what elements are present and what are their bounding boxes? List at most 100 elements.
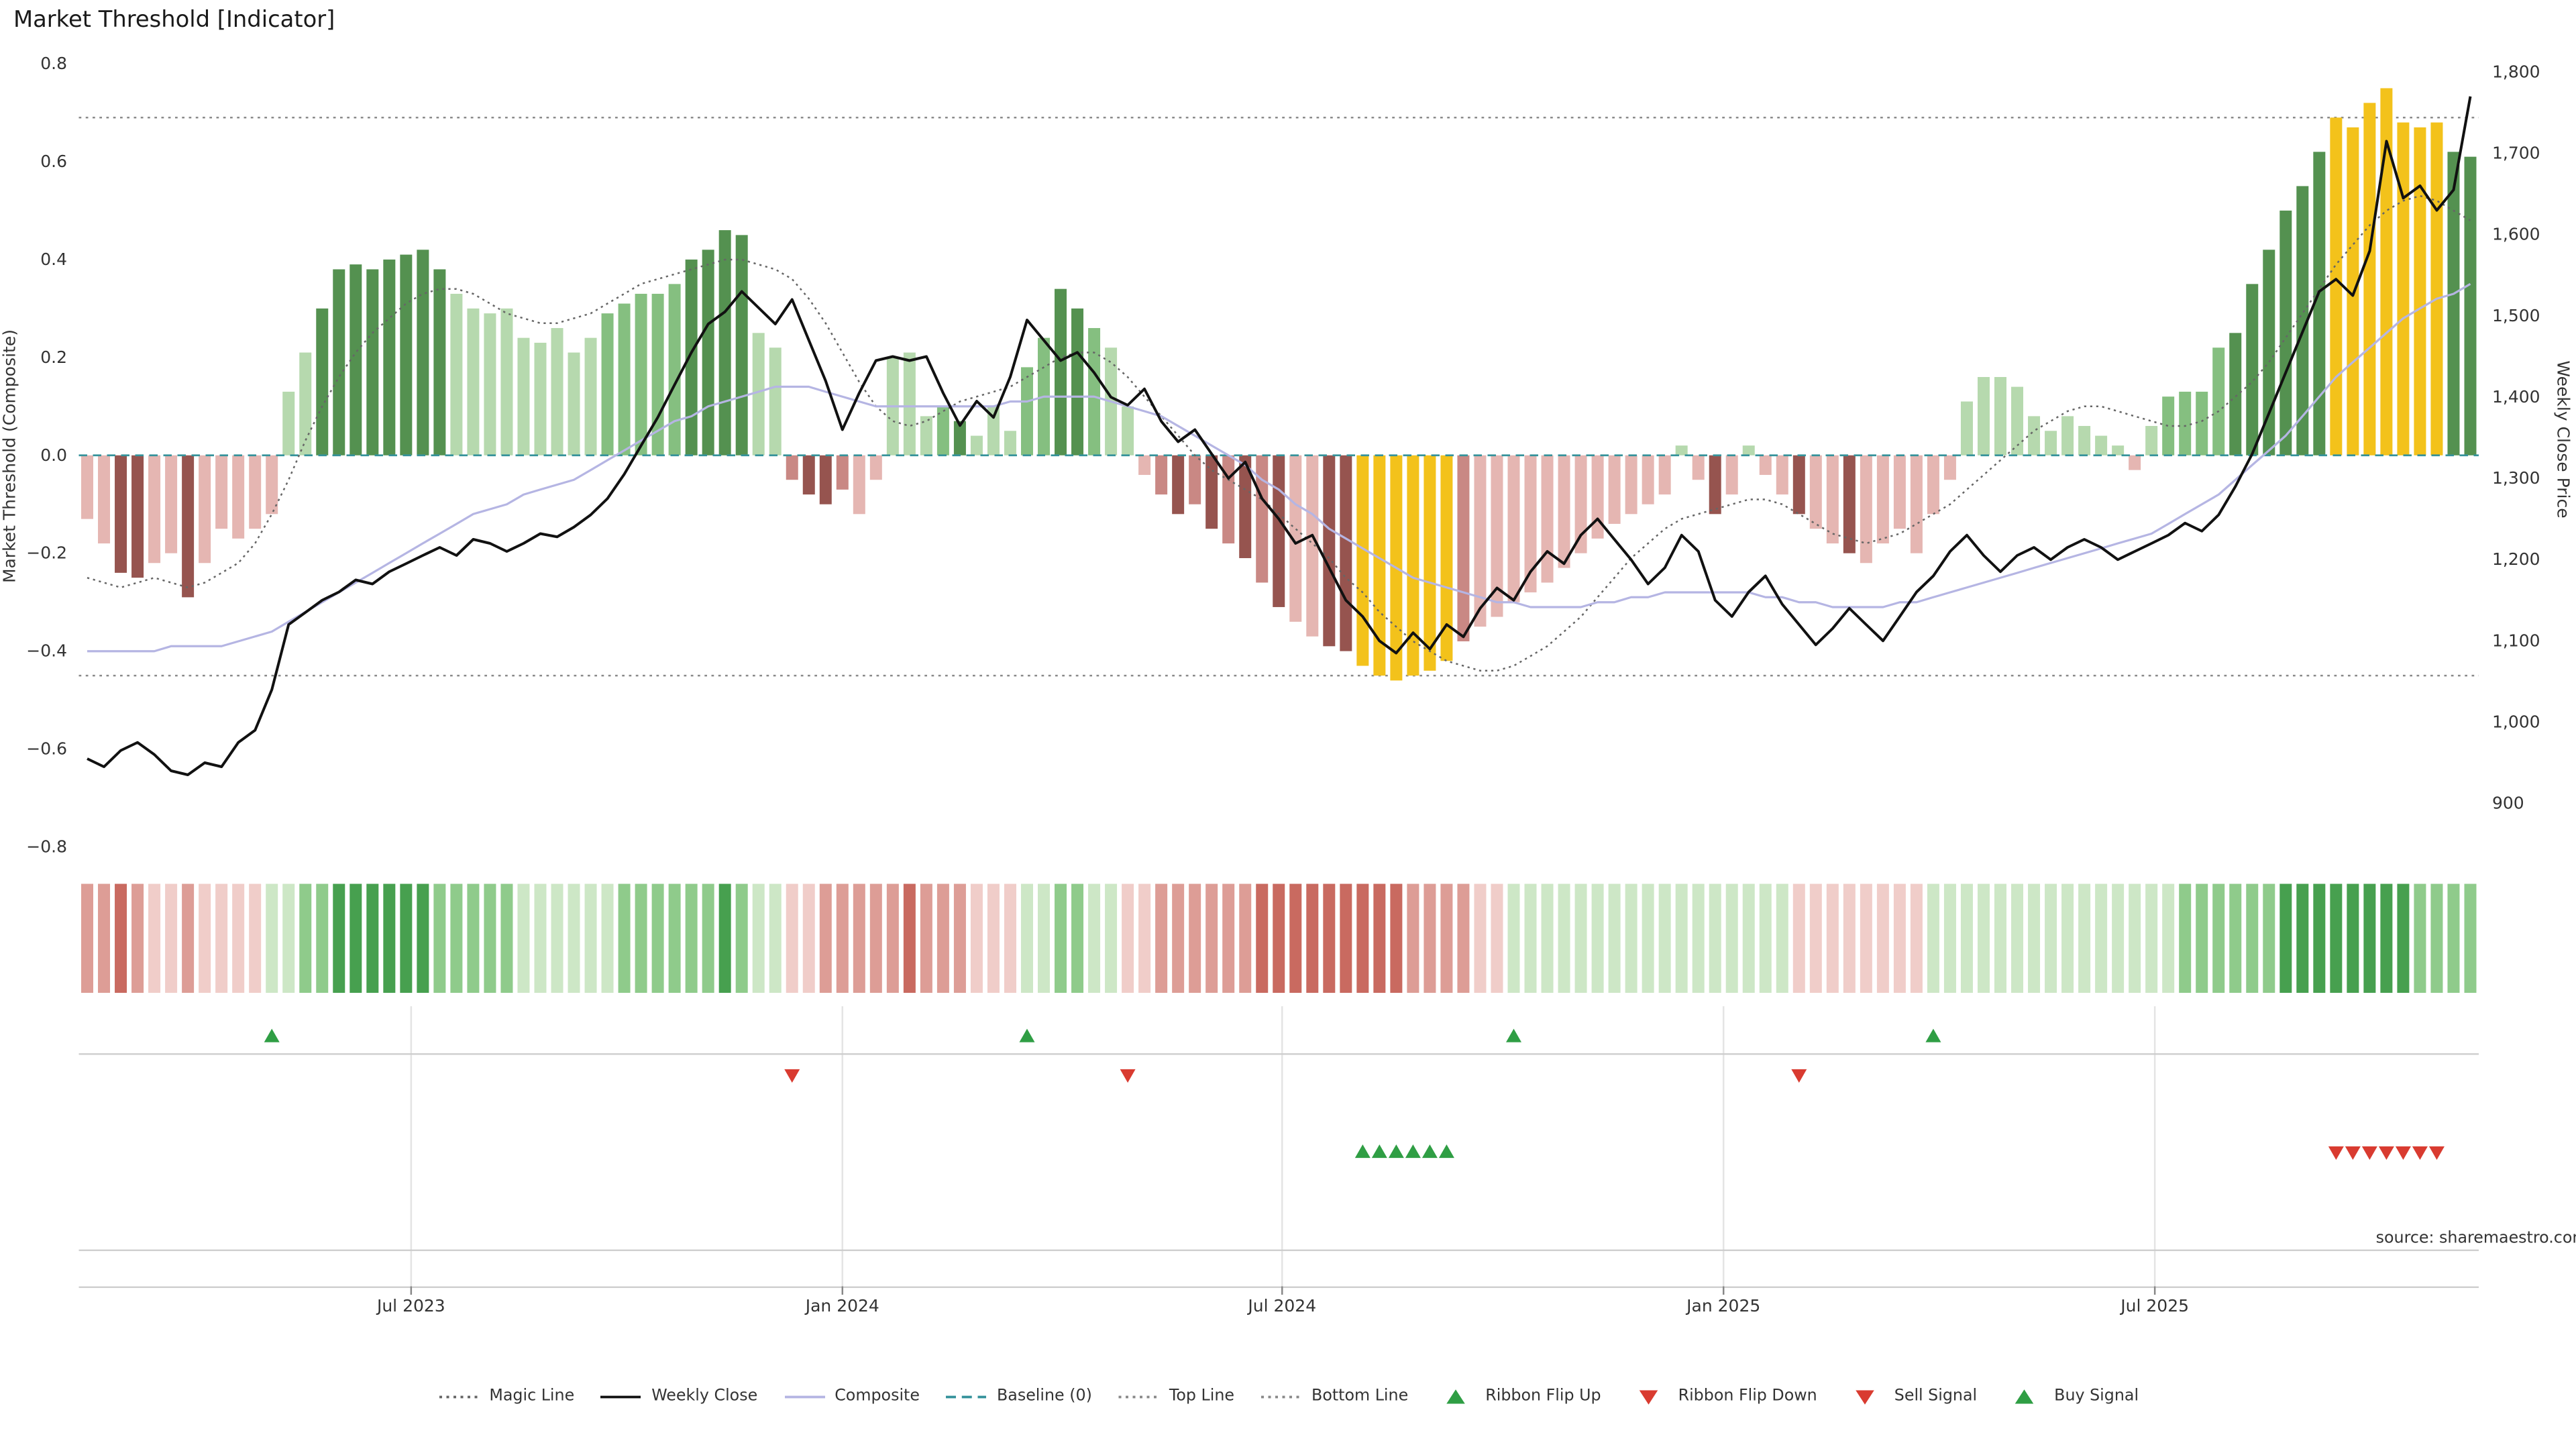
sell-signal-marker: [2361, 1146, 2377, 1160]
threshold-bar: [182, 455, 195, 598]
ribbon-cell: [2011, 883, 2024, 993]
threshold-bar: [1675, 445, 1688, 455]
ribbon-cell: [1692, 883, 1705, 993]
ribbon-cell: [1642, 883, 1654, 993]
threshold-bar: [1273, 455, 1285, 607]
ribbon-cell: [1507, 883, 1520, 993]
axis-ticks: Jul 2023 Jan 2024 Jul 2024 Jan 2025 Jul 2025…: [26, 54, 2540, 1316]
ribbon-cell: [1541, 883, 1554, 993]
weekly-close-line: [87, 96, 2472, 776]
ribbon-cell: [517, 883, 530, 993]
threshold-bar: [584, 337, 597, 455]
threshold-bar: [1860, 455, 1872, 564]
legend-label: Ribbon Flip Up: [1485, 1387, 1601, 1406]
ribbon-cell: [2330, 883, 2343, 993]
ribbon-cell: [2397, 883, 2410, 993]
threshold-bar: [1893, 455, 1906, 529]
ribbon-cell: [1860, 883, 1872, 993]
threshold-bar: [383, 259, 396, 455]
threshold-bar: [1491, 455, 1503, 617]
ribbon-cell: [1273, 883, 1285, 993]
ribbon-cell: [1927, 883, 1939, 993]
ribbon-cell: [2464, 883, 2477, 993]
threshold-bar: [366, 269, 379, 455]
threshold-bar: [601, 313, 614, 455]
ribbon-cell: [1625, 883, 1638, 993]
threshold-bar: [1826, 455, 1839, 544]
chart-legend: Magic Line Weekly Close Composite Baseline …: [0, 1387, 2576, 1406]
threshold-bar: [115, 455, 127, 573]
x-tick-label: Jan 2024: [804, 1296, 879, 1316]
threshold-bar: [1340, 455, 1352, 651]
ribbon-cell: [2229, 883, 2242, 993]
legend-item-ribbon-flip-up: Ribbon Flip Up: [1434, 1387, 1601, 1406]
sell-signal-marker: [2328, 1146, 2344, 1160]
legend-item-sell-signal: Sell Signal: [1842, 1387, 1978, 1406]
chart-title: Market Threshold [Indicator]: [13, 7, 335, 34]
legend-label: Sell Signal: [1894, 1387, 1978, 1406]
ribbon-cell: [232, 883, 245, 993]
legend-item-bottom-line: Bottom Line: [1260, 1387, 1408, 1405]
threshold-bar: [2363, 103, 2376, 455]
threshold-bar: [1071, 308, 1084, 455]
x-tick-label: Jul 2023: [376, 1296, 445, 1316]
legend-label: Buy Signal: [2054, 1387, 2139, 1406]
ribbon-cell: [2263, 883, 2275, 993]
threshold-bar: [400, 254, 413, 455]
ribbon-cell: [484, 883, 496, 993]
threshold-bar: [1977, 377, 1990, 455]
threshold-bar: [1222, 455, 1235, 544]
threshold-bar: [1407, 455, 1419, 676]
threshold-bar: [2179, 391, 2192, 455]
threshold-bar: [802, 455, 815, 495]
ribbon-cell: [601, 883, 614, 993]
ribbon-flip-up-marker: [1505, 1028, 1521, 1042]
ribbon-cell: [2078, 883, 2091, 993]
threshold-bar: [299, 352, 312, 455]
ribbon-cell: [2246, 883, 2259, 993]
buy-signal-marker: [1388, 1144, 1404, 1159]
threshold-bar: [551, 328, 564, 455]
ribbon-cell: [2061, 883, 2074, 993]
threshold-bar: [266, 455, 278, 515]
ribbon-cell: [1155, 883, 1168, 993]
threshold-bar: [2414, 127, 2426, 455]
ribbon-cell: [1323, 883, 1336, 993]
threshold-bar: [920, 416, 932, 455]
legend-label: Ribbon Flip Down: [1678, 1387, 1817, 1406]
ribbon-cell: [1977, 883, 1990, 993]
ribbon-cell: [1608, 883, 1621, 993]
ribbon-cell: [316, 883, 329, 993]
threshold-bar: [568, 352, 580, 455]
threshold-bar: [1742, 445, 1755, 455]
threshold-bar: [350, 264, 362, 455]
ribbon-cell: [718, 883, 731, 993]
threshold-bar: [618, 303, 631, 455]
threshold-bar: [819, 455, 832, 504]
right-axis-tick-label: 1,800: [2492, 62, 2540, 82]
legend-item-buy-signal: Buy Signal: [2002, 1387, 2139, 1406]
threshold-bar: [1692, 455, 1705, 480]
ribbon-cell: [1558, 883, 1570, 993]
ribbon-flip-up-marker: [1925, 1028, 1941, 1042]
threshold-bar: [2129, 455, 2141, 470]
threshold-bar: [2447, 152, 2460, 455]
threshold-bar: [1155, 455, 1168, 495]
threshold-bar: [1658, 455, 1671, 495]
threshold-bar: [869, 455, 882, 480]
ribbon-cell: [131, 883, 144, 993]
ribbon-cell: [2363, 883, 2376, 993]
threshold-bar: [1289, 455, 1302, 622]
threshold-bar: [1843, 455, 1856, 553]
threshold-bar: [1020, 367, 1033, 455]
threshold-bar: [1625, 455, 1638, 515]
threshold-bar: [1507, 455, 1520, 602]
threshold-bar: [1809, 455, 1822, 529]
threshold-bar: [903, 352, 916, 455]
ribbon-cell: [1373, 883, 1386, 993]
ribbon-cell: [266, 883, 278, 993]
x-tick-label: Jul 2025: [2119, 1296, 2189, 1316]
threshold-bar: [1558, 455, 1570, 568]
ribbon-cell: [2296, 883, 2309, 993]
